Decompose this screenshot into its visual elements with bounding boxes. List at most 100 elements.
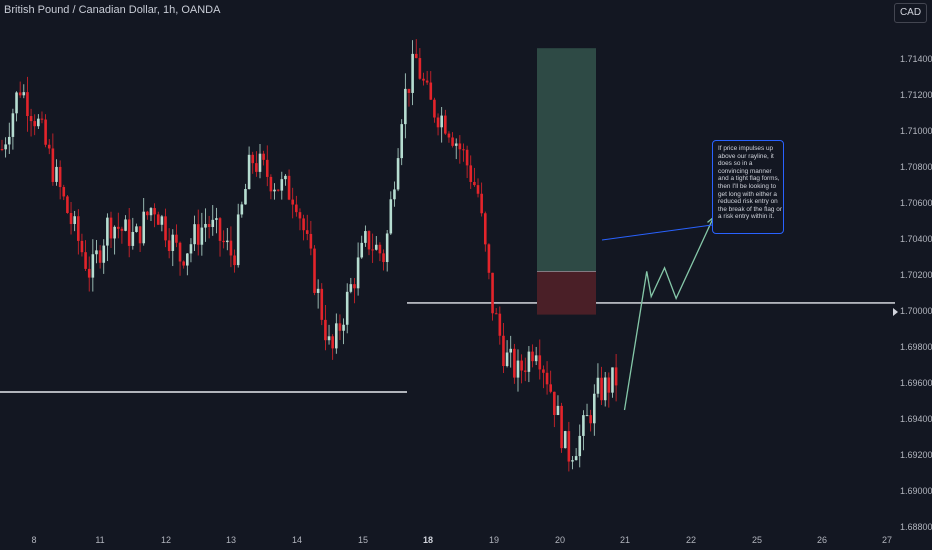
candle-body bbox=[382, 253, 385, 263]
candle-body bbox=[349, 284, 353, 292]
candle-body bbox=[58, 166, 62, 188]
candle-body bbox=[563, 431, 567, 449]
candle-body bbox=[240, 204, 244, 215]
stop-loss-zone[interactable] bbox=[537, 271, 596, 315]
candle-body bbox=[454, 143, 458, 146]
candle-body bbox=[603, 377, 607, 401]
candle-body bbox=[26, 92, 29, 117]
projection-line[interactable] bbox=[623, 217, 715, 411]
candle-body bbox=[429, 82, 433, 100]
candle-body bbox=[469, 165, 473, 182]
horizontal-lines[interactable] bbox=[0, 302, 895, 393]
candle-body bbox=[66, 196, 69, 213]
time-tick-label: 13 bbox=[225, 535, 237, 545]
candle-body bbox=[545, 372, 549, 385]
candle-body bbox=[251, 154, 255, 164]
candle-body bbox=[211, 219, 215, 227]
candle-body bbox=[498, 313, 502, 336]
time-tick-label: 26 bbox=[816, 535, 828, 545]
candle-body bbox=[280, 179, 284, 191]
candle-body bbox=[55, 166, 58, 182]
candle-body bbox=[345, 291, 349, 325]
candle-body bbox=[196, 224, 200, 245]
candle-body bbox=[509, 348, 513, 353]
long-position-tool[interactable] bbox=[537, 48, 596, 315]
candle-body bbox=[611, 367, 614, 393]
candle-body bbox=[22, 92, 26, 96]
candle-body bbox=[473, 181, 476, 186]
candle-body bbox=[458, 143, 462, 150]
price-tick-label: 1.71400 bbox=[900, 54, 932, 64]
symbol-title[interactable]: British Pound / Canadian Dollar, 1h, OAN… bbox=[4, 4, 221, 16]
candle-body bbox=[523, 370, 527, 372]
candle-body bbox=[142, 211, 146, 244]
candle-body bbox=[124, 219, 127, 231]
candle-body bbox=[287, 175, 291, 200]
candle-body bbox=[320, 288, 324, 320]
candle-body bbox=[233, 255, 236, 266]
candle-body bbox=[175, 234, 178, 243]
time-tick-label: 22 bbox=[685, 535, 697, 545]
candle-body bbox=[95, 250, 98, 255]
time-tick-label: 19 bbox=[488, 535, 500, 545]
time-tick-label: 25 bbox=[751, 535, 763, 545]
candle-body bbox=[364, 231, 367, 243]
candle-body bbox=[276, 189, 280, 191]
candle-body bbox=[98, 250, 102, 263]
candle-body bbox=[491, 272, 494, 314]
candle-body bbox=[207, 223, 211, 227]
candle-body bbox=[422, 78, 425, 81]
candle-body bbox=[309, 233, 313, 249]
candle-body bbox=[40, 118, 44, 120]
candle-body bbox=[138, 226, 142, 244]
candle-body bbox=[592, 393, 596, 424]
candle-body bbox=[411, 53, 414, 93]
time-tick-label: 8 bbox=[31, 535, 37, 545]
candle-body bbox=[135, 226, 138, 232]
candle-body bbox=[284, 175, 287, 180]
candle-body bbox=[262, 153, 265, 160]
price-tick-label: 1.71200 bbox=[900, 90, 932, 100]
candle-body bbox=[77, 216, 80, 241]
candle-body bbox=[265, 159, 269, 177]
candle-body bbox=[542, 369, 545, 373]
candle-body bbox=[480, 193, 483, 214]
candle-body bbox=[335, 323, 338, 349]
profit-target-zone[interactable] bbox=[537, 48, 596, 272]
candle-body bbox=[33, 121, 37, 127]
candle-body bbox=[513, 348, 516, 378]
candle-body bbox=[396, 158, 400, 190]
candle-body bbox=[316, 288, 320, 293]
candle-body bbox=[556, 405, 560, 415]
chart-annotation-note[interactable]: If price impulses up above our rayline, … bbox=[712, 140, 784, 234]
candle-body bbox=[91, 254, 95, 278]
candle-body bbox=[433, 99, 436, 118]
time-tick-label: 12 bbox=[160, 535, 172, 545]
price-tick-label: 1.70000 bbox=[900, 306, 932, 316]
candle-body bbox=[404, 88, 407, 125]
candle-body bbox=[614, 367, 618, 386]
candle-body bbox=[360, 242, 364, 258]
candle-body bbox=[149, 208, 153, 216]
price-tick-label: 1.70400 bbox=[900, 234, 932, 244]
candle-body bbox=[295, 204, 298, 213]
candle-body bbox=[131, 231, 135, 246]
note-connector-line bbox=[601, 224, 713, 241]
candle-body bbox=[342, 324, 345, 331]
candle-body bbox=[244, 189, 247, 205]
candle-body bbox=[11, 113, 15, 137]
candle-body bbox=[113, 226, 116, 239]
candle-body bbox=[302, 218, 305, 231]
time-tick-label: 14 bbox=[291, 535, 303, 545]
candle-body bbox=[15, 92, 18, 114]
candle-body bbox=[549, 384, 552, 392]
candle-body bbox=[578, 435, 582, 457]
candle-body bbox=[215, 218, 218, 220]
candle-body bbox=[494, 313, 498, 315]
candle-body bbox=[436, 117, 440, 128]
candle-body bbox=[247, 154, 251, 190]
currency-button[interactable]: CAD bbox=[894, 3, 927, 23]
candle-body bbox=[600, 377, 603, 401]
candle-body bbox=[465, 149, 469, 166]
